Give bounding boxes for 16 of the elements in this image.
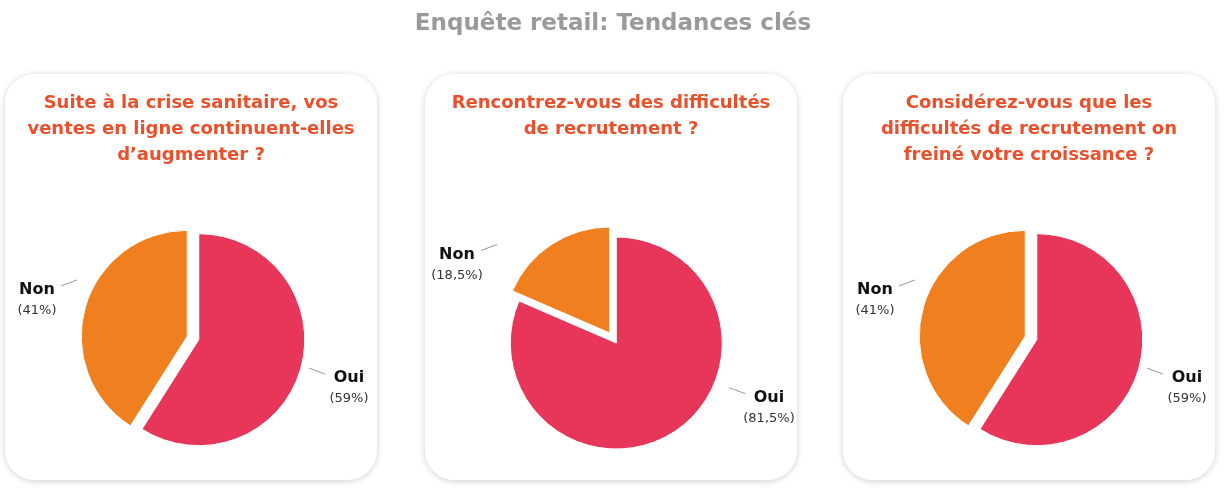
data-label: (41%) — [17, 301, 57, 317]
data-label: (59%) — [1167, 390, 1207, 406]
slice-label: Non — [19, 278, 55, 298]
chart-title: Considérez-vous que les difficultés de recrutement on freiné votre croissance ? — [880, 91, 1178, 164]
slice-label: Non — [439, 243, 475, 263]
data-label: (18,5%) — [431, 266, 483, 282]
chart-title: Rencontrez-vous des difficultés de recrutement ? — [451, 91, 771, 138]
slice-label: Oui — [333, 367, 365, 387]
chart-title: Suite à la crise sanitaire, vos ventes en ligne continuent-elles d’augmenter ? — [27, 91, 355, 164]
data-label: (59%) — [329, 390, 369, 406]
data-label: (41%) — [855, 301, 895, 317]
slice-label: Oui — [1171, 367, 1203, 387]
text: Enquête retail: Tendances clés — [414, 9, 812, 35]
slice-label: Non — [857, 278, 893, 298]
data-label: (81,5%) — [743, 409, 795, 425]
slice-label: Oui — [753, 386, 785, 406]
